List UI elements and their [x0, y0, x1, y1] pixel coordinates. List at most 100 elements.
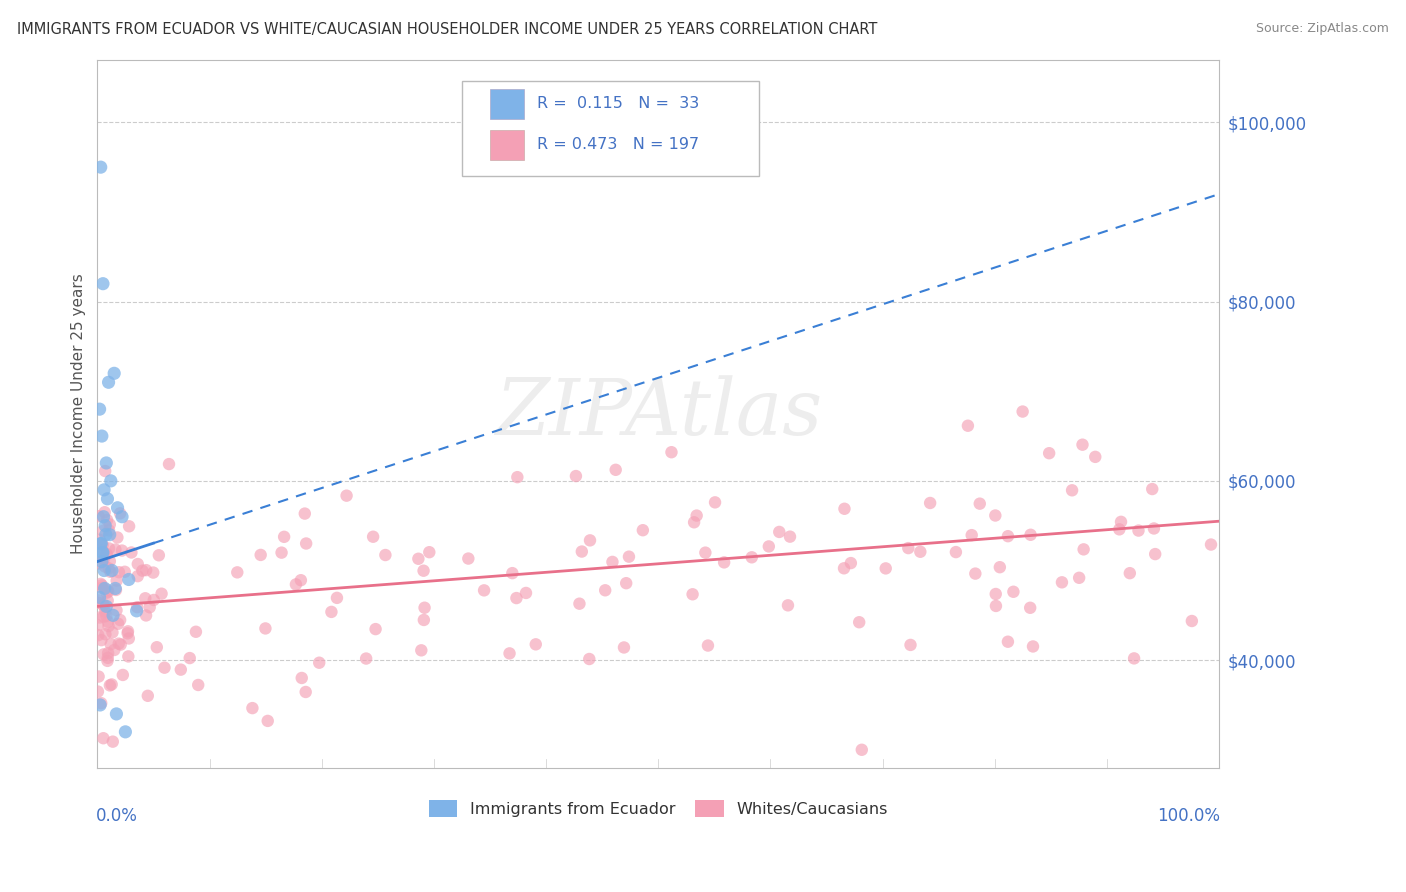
Point [839, 556, 862, 570]
Point [142, 593, 165, 607]
Point [136, 689, 159, 703]
Point [89, 402, 111, 417]
Point [578, 652, 600, 666]
Point [326, 591, 349, 605]
Point [98, 554, 121, 568]
FancyBboxPatch shape [491, 130, 523, 160]
Point [103, 643, 125, 657]
Point [114, 724, 136, 739]
Point [412, 613, 434, 627]
Point [91, 545, 114, 559]
Point [249, 548, 271, 562]
Point [294, 685, 316, 699]
Point [87, 628, 110, 642]
Point [412, 564, 434, 578]
Point [93, 552, 115, 566]
Point [969, 497, 991, 511]
Point [90, 633, 112, 648]
Point [93, 648, 115, 662]
Point [579, 533, 602, 548]
Text: 100.0%: 100.0% [1157, 806, 1220, 824]
Point [335, 489, 357, 503]
Point [179, 651, 201, 665]
Point [118, 573, 141, 587]
Point [295, 536, 318, 550]
Point [920, 496, 942, 510]
Point [90, 160, 112, 174]
Point [617, 549, 640, 564]
Point [105, 531, 128, 545]
Point [631, 523, 654, 537]
Text: 0.0%: 0.0% [96, 806, 138, 824]
Point [602, 555, 624, 569]
Point [111, 509, 134, 524]
Text: R =  0.115   N =  33: R = 0.115 N = 33 [537, 96, 699, 112]
Point [125, 604, 148, 618]
Point [713, 555, 735, 569]
Point [117, 626, 139, 640]
Point [93, 483, 115, 497]
Point [100, 637, 122, 651]
Point [697, 639, 720, 653]
Point [108, 613, 131, 627]
Point [96, 456, 118, 470]
Point [614, 576, 637, 591]
Point [146, 640, 169, 655]
Point [270, 546, 292, 560]
Point [96, 547, 118, 561]
Point [515, 586, 537, 600]
Point [997, 529, 1019, 543]
Point [354, 651, 377, 665]
Point [107, 616, 129, 631]
Point [1002, 584, 1025, 599]
Point [94, 527, 117, 541]
Point [984, 508, 1007, 523]
Text: IMMIGRANTS FROM ECUADOR VS WHITE/CAUCASIAN HOUSEHOLDER INCOME UNDER 25 YEARS COR: IMMIGRANTS FROM ECUADOR VS WHITE/CAUCASI… [17, 22, 877, 37]
Point [568, 597, 591, 611]
Point [1011, 404, 1033, 418]
Point [1073, 542, 1095, 557]
Point [1071, 438, 1094, 452]
Point [457, 551, 479, 566]
Point [848, 615, 870, 630]
Point [683, 516, 706, 530]
Point [256, 714, 278, 728]
Point [89, 533, 111, 547]
Point [685, 508, 707, 523]
Point [170, 663, 193, 677]
Point [988, 560, 1011, 574]
Point [254, 622, 277, 636]
Point [897, 541, 920, 555]
Point [524, 637, 547, 651]
Point [90, 536, 112, 550]
Point [1128, 524, 1150, 538]
Point [997, 634, 1019, 648]
Point [96, 513, 118, 527]
Point [1123, 651, 1146, 665]
Point [571, 544, 593, 558]
Point [834, 501, 856, 516]
Point [1199, 537, 1222, 551]
Point [118, 519, 141, 533]
Point [413, 600, 436, 615]
Point [965, 566, 987, 581]
Point [105, 706, 128, 721]
Point [91, 538, 114, 552]
Point [104, 582, 127, 597]
Point [97, 619, 120, 633]
Point [90, 429, 112, 443]
Point [134, 591, 156, 606]
Point [104, 582, 127, 596]
Point [1050, 575, 1073, 590]
Point [768, 524, 790, 539]
Point [108, 565, 131, 579]
Point [110, 638, 132, 652]
Point [90, 581, 112, 595]
Point [90, 696, 112, 710]
Point [93, 509, 115, 524]
Point [104, 542, 127, 557]
Point [94, 518, 117, 533]
Point [1119, 566, 1142, 581]
Point [93, 609, 115, 624]
Point [97, 561, 120, 575]
